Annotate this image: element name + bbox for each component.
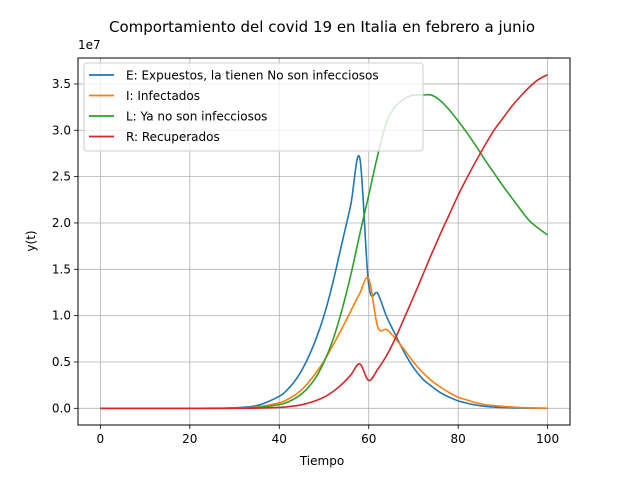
series-line-3 — [100, 73, 549, 410]
y-tick-label: 2.5 — [52, 170, 71, 184]
x-tick-label: 100 — [536, 432, 559, 446]
x-tick-label: 60 — [361, 432, 376, 446]
y-axis-label: y(t) — [24, 230, 38, 251]
y-axis: 0.0 0.5 1.0 1.5 2.0 2.5 3.0 3.5 — [52, 77, 78, 415]
y-tick-label: 0.5 — [52, 355, 71, 369]
plot-frame — [77, 57, 571, 426]
legend-box — [83, 62, 424, 152]
chart-title: Comportamiento del covid 19 en Italia en… — [109, 18, 535, 36]
x-axis-label: Tiempo — [299, 454, 344, 468]
legend-label-3: R: Recuperados — [126, 130, 220, 144]
legend-label-2: L: Ya no son infecciosos — [126, 110, 267, 124]
x-tick-label: 40 — [272, 432, 287, 446]
x-axis: 0 20 40 60 80 100 — [97, 425, 559, 446]
legend-items: E: Expuestos, la tienen No son infeccios… — [89, 69, 379, 144]
y-tick-label: 3.0 — [52, 123, 71, 137]
legend-label-1: I: Infectados — [126, 89, 200, 103]
x-tick-label: 20 — [182, 432, 197, 446]
y-offset-label: 1e7 — [78, 38, 101, 52]
x-tick-label: 80 — [451, 432, 466, 446]
y-tick-label: 1.0 — [52, 309, 71, 323]
y-tick-label: 1.5 — [52, 262, 71, 276]
series-lines — [100, 73, 549, 410]
legend: E: Expuestos, la tienen No son infeccios… — [83, 62, 424, 152]
y-tick-label: 2.0 — [52, 216, 71, 230]
y-tick-label: 3.5 — [52, 77, 71, 91]
y-tick-label: 0.0 — [52, 401, 71, 415]
x-tick-label: 0 — [97, 432, 105, 446]
legend-label-0: E: Expuestos, la tienen No son infeccios… — [126, 69, 379, 83]
